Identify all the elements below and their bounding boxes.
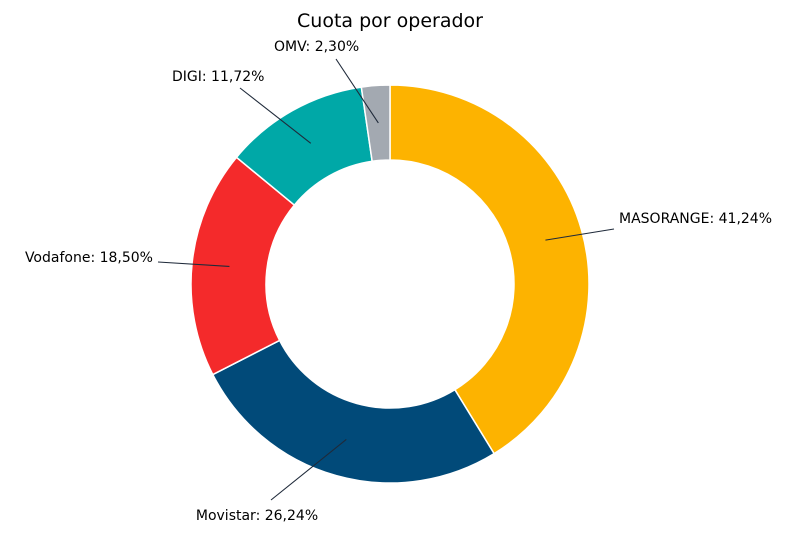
- leader-line-vodafone: [157, 261, 230, 268]
- label-digi: DIGI: 11,72%: [172, 69, 264, 85]
- slice-movistar: [211, 339, 496, 484]
- leader-line-omv: [335, 58, 379, 124]
- chart-title: Cuota por operador: [297, 10, 483, 32]
- label-movistar: Movistar: 26,24%: [196, 508, 318, 524]
- leader-lines-group: [157, 58, 615, 501]
- label-omv: OMV: 2,30%: [274, 39, 359, 55]
- leader-line-digi: [239, 87, 312, 144]
- labels-group: MASORANGE: 41,24% Movistar: 26,24% Vodafon…: [25, 39, 772, 524]
- leader-line-masorange: [545, 228, 615, 241]
- leader-line-movistar: [270, 439, 347, 501]
- slice-masorange: [389, 84, 590, 455]
- label-masorange: MASORANGE: 41,24%: [619, 211, 772, 227]
- label-vodafone: Vodafone: 18,50%: [25, 250, 153, 266]
- slice-omv: [360, 84, 391, 163]
- slices-group: [190, 84, 590, 484]
